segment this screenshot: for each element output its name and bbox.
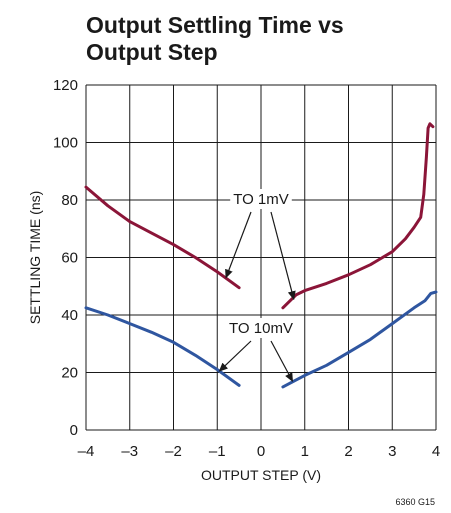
series-1-segment-0 <box>84 306 241 387</box>
y-tick-label: 60 <box>61 250 78 267</box>
x-tick-label: –2 <box>165 443 182 460</box>
y-tick-label: 100 <box>53 135 78 152</box>
y-tick-label: 80 <box>61 192 78 209</box>
x-tick-label: 4 <box>432 443 440 460</box>
figure-id: 6360 G15 <box>395 497 435 507</box>
x-tick-label: 1 <box>301 443 309 460</box>
annotation-label-0: TO 1mV <box>233 191 289 208</box>
series-0-segment-1 <box>281 122 435 310</box>
x-tick-label: –3 <box>121 443 138 460</box>
annotation-arrow <box>270 211 296 301</box>
x-tick-label: –4 <box>78 443 95 460</box>
x-axis-label: OUTPUT STEP (V) <box>201 467 321 483</box>
y-tick-label: 40 <box>61 307 78 324</box>
y-axis-label: SETTLING TIME (ns) <box>27 191 43 325</box>
series-1-segment-1 <box>281 290 438 389</box>
annotation-background <box>226 318 296 338</box>
y-tick-label: 0 <box>70 422 78 439</box>
x-tick-label: 3 <box>388 443 396 460</box>
annotation-label-1: TO 10mV <box>229 320 293 337</box>
series-0-segment-0 <box>84 185 241 290</box>
x-tick-label: 0 <box>257 443 265 460</box>
chart-title-line-2: Output Step <box>86 39 218 65</box>
chart-title-line-1: Output Settling Time vs <box>86 12 344 38</box>
annotation-arrow <box>270 340 294 383</box>
y-tick-label: 20 <box>61 365 78 382</box>
annotation-background <box>230 189 292 209</box>
annotation-arrow <box>218 340 252 372</box>
annotations: TO 1mV TO 10mV <box>218 189 296 383</box>
x-tick-label: –1 <box>209 443 226 460</box>
series-lines <box>84 122 438 389</box>
x-tick-label: 2 <box>344 443 352 460</box>
y-tick-label: 120 <box>53 77 78 94</box>
annotation-arrow <box>225 211 252 279</box>
